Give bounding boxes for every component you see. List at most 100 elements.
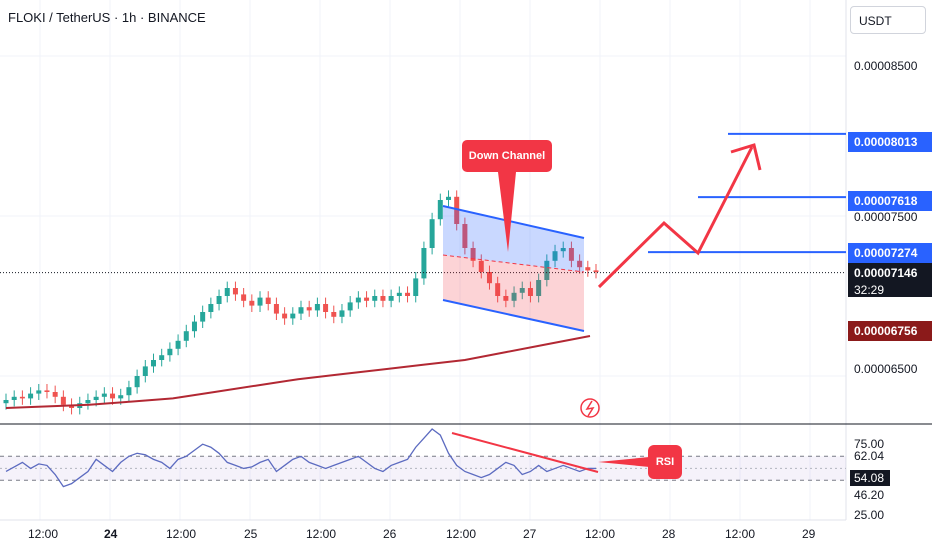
time-axis-label: 28 (662, 527, 676, 541)
candle-body (232, 288, 238, 295)
price-axis-label: 0.00007500 (854, 210, 918, 224)
rsi-axis-label: 46.20 (854, 488, 885, 502)
down-channel-label: Down Channel (468, 150, 546, 162)
time-axis-label: 12:00 (166, 527, 197, 541)
target-level-badge: 0.00007618 (848, 191, 932, 211)
candle-countdown: 32:29 (854, 283, 885, 297)
candle-body (413, 278, 419, 296)
candle-body (265, 297, 271, 304)
candle-body (536, 280, 542, 296)
candle-body (110, 393, 116, 399)
candle-body (290, 313, 296, 319)
candle-body (331, 312, 337, 317)
rsi-divergence-line (451, 432, 599, 473)
time-axis-label: 29 (802, 527, 816, 541)
candle-body (273, 304, 279, 314)
chart-title: FLOKI / TetherUS · 1h · BINANCE (8, 10, 206, 25)
candle-body (85, 400, 91, 404)
candle-body (282, 313, 288, 319)
rsi-axis-label: 75.00 (854, 437, 885, 451)
candle-body (224, 288, 230, 296)
ma-value-badge: 0.00006756 (848, 321, 932, 341)
candle-body (183, 331, 189, 341)
down-channel-bubble (462, 140, 552, 172)
channel-lower-fill (443, 255, 584, 331)
candle-body (19, 396, 25, 399)
candle-body (380, 296, 386, 301)
candle-body (28, 393, 34, 399)
candle-body (249, 300, 255, 306)
candle-body (118, 395, 124, 399)
lightning-icon (585, 400, 595, 417)
candle-body (519, 288, 525, 293)
candle-body (151, 360, 156, 367)
candle-body (577, 260, 583, 268)
projection-arrow-path (597, 146, 754, 289)
candle-body (462, 224, 468, 248)
time-axis-label: 27 (523, 527, 537, 541)
candle-body (347, 302, 353, 311)
candle-body (44, 390, 50, 392)
time-axis-label: 25 (244, 527, 258, 541)
target-level-badge: 0.00008013 (848, 132, 932, 152)
candle-body (323, 304, 329, 312)
target-level-badge: 0.00007274 (848, 243, 932, 263)
candle-body (241, 294, 247, 301)
candle-body (446, 196, 451, 200)
candle-body (527, 288, 533, 296)
candle-body (159, 355, 165, 360)
candle-body (372, 296, 378, 301)
candle-body (511, 292, 517, 301)
price-axis-label: 0.00006500 (854, 362, 918, 376)
candle-body (142, 366, 148, 376)
currency-selector[interactable]: USDT (850, 6, 926, 34)
time-axis-label: 26 (383, 527, 397, 541)
candle-body (470, 248, 476, 261)
candle-body (101, 393, 107, 397)
time-axis-label: 24 (104, 527, 118, 541)
channel-upper-fill (443, 206, 584, 272)
candle-body (216, 296, 222, 304)
down-channel-pointer (498, 172, 516, 252)
time-axis-label: 12:00 (585, 527, 616, 541)
channel-mid-line (442, 254, 585, 273)
rsi-axis-label: 25.00 (854, 508, 885, 522)
candle-body (364, 297, 370, 301)
current-price-badge: 0.00007146 32:29 (848, 263, 932, 297)
candle-body (503, 296, 509, 301)
candle-body (257, 297, 263, 306)
time-axis-label: 12:00 (28, 527, 59, 541)
candle-body (429, 219, 435, 248)
candle-body (36, 390, 42, 394)
candle-body (593, 270, 599, 272)
candle-body (314, 304, 320, 311)
candle-body (191, 321, 197, 332)
candle-body (568, 248, 574, 261)
candle-body (93, 396, 99, 400)
candle-body (495, 283, 501, 296)
candle-body (454, 196, 460, 224)
moving-average-line (5, 335, 591, 409)
rsi-value-badge: 54.08 (850, 470, 890, 486)
candle-body (11, 396, 17, 400)
candle-body (405, 292, 411, 296)
current-price-value: 0.00007146 (854, 266, 918, 280)
candle-body (339, 310, 345, 317)
candle-body (200, 312, 206, 322)
candle-body (306, 307, 312, 311)
candle-body (134, 376, 140, 388)
rsi-pointer (598, 456, 660, 468)
rsi-label: RSI (655, 456, 675, 468)
candle-body (437, 200, 443, 220)
price-axis-label: 0.00008500 (854, 59, 918, 73)
candle-body (208, 304, 214, 312)
candle-body (421, 248, 427, 279)
candle-body (60, 396, 66, 405)
candle-body (478, 260, 484, 272)
candle-body (52, 392, 58, 397)
time-axis-label: 12:00 (725, 527, 756, 541)
candle-body (355, 297, 361, 303)
candle-body (175, 340, 181, 349)
candle-body (552, 251, 558, 261)
